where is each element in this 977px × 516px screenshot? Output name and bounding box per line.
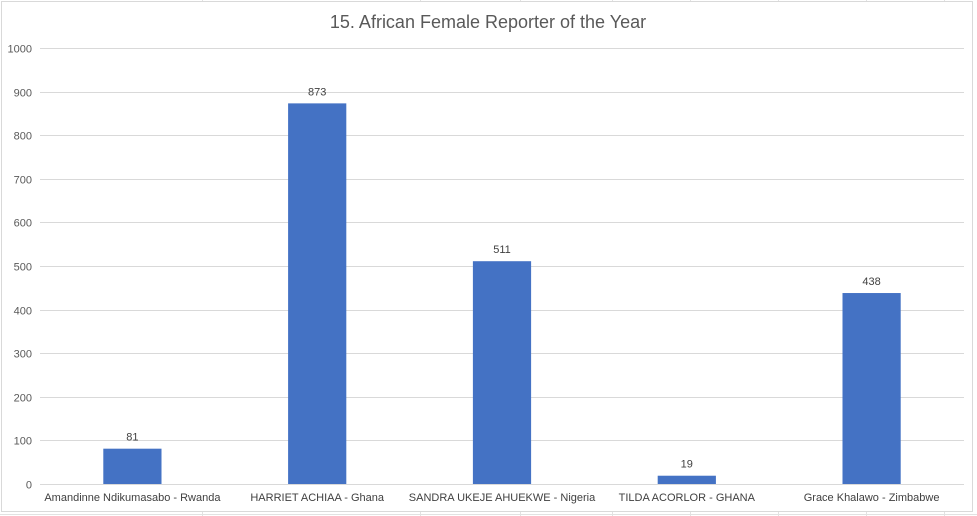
y-tick-label: 300: [14, 349, 32, 361]
bar: [842, 293, 901, 484]
x-category-label: Grace Khalawo - Zimbabwe: [804, 492, 940, 504]
data-label: 438: [862, 276, 880, 288]
y-tick-label: 800: [14, 131, 32, 143]
bar: [288, 103, 347, 484]
y-tick-label: 100: [14, 436, 32, 448]
bar: [103, 448, 162, 484]
y-tick-label: 900: [14, 88, 32, 100]
y-tick-label: 500: [14, 262, 32, 274]
labels: 0 100 200 300 400 500 600 700 800 900 1000 81 Amandi…: [8, 44, 940, 505]
y-tick-label: 200: [14, 393, 32, 405]
x-category-label: TILDA ACORLOR - GHANA: [619, 492, 756, 504]
data-label: 19: [681, 459, 693, 471]
data-label: 511: [493, 244, 511, 256]
y-tick-label: 600: [14, 218, 32, 230]
y-tick-label: 700: [14, 175, 32, 187]
bar: [472, 261, 532, 484]
y-tick-label: 0: [26, 480, 32, 492]
chart-title: 15. African Female Reporter of the Year: [329, 12, 647, 32]
bar: [657, 475, 716, 484]
x-category-label: Amandinne Ndikumasabo - Rwanda: [44, 492, 221, 504]
bars: [103, 103, 901, 484]
x-category-label: SANDRA UKEJE AHUEKWE - Nigeria: [409, 492, 596, 504]
y-tick-label: 1000: [8, 44, 32, 56]
x-category-label: HARRIET ACHIAA - Ghana: [250, 492, 385, 504]
sheet-row-line: [0, 514, 977, 515]
data-label: 81: [126, 432, 138, 444]
data-label: 873: [308, 86, 326, 98]
y-tick-label: 400: [14, 306, 32, 318]
